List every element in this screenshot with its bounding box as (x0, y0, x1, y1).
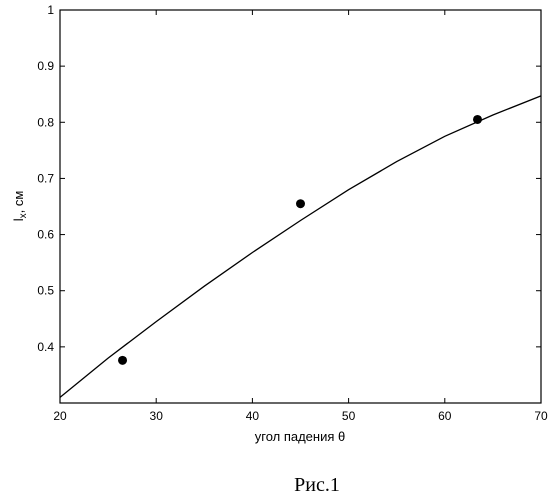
x-tick-label: 40 (246, 409, 260, 423)
y-tick-label: 0.6 (37, 228, 54, 242)
y-axis-label-unit: , см (11, 191, 26, 214)
x-tick-label: 50 (342, 409, 356, 423)
fit-curve (60, 96, 541, 398)
x-tick-label: 70 (534, 409, 548, 423)
data-point (473, 115, 482, 124)
y-tick-label: 0.4 (37, 340, 54, 354)
x-tick-label: 60 (438, 409, 452, 423)
y-axis-ticks: 0.4 0.5 0.6 0.7 0.8 0.9 1 (37, 3, 541, 354)
x-tick-label: 30 (150, 409, 164, 423)
y-tick-label: 0.8 (37, 115, 54, 129)
figure-caption: Рис.1 (294, 474, 340, 496)
data-point (118, 356, 127, 365)
y-tick-label: 1 (47, 3, 54, 17)
series-layer (60, 96, 541, 398)
x-axis-ticks: 20 30 40 50 60 70 (53, 10, 548, 423)
x-axis-label: угол падения θ (255, 429, 346, 444)
y-tick-label: 0.7 (37, 171, 54, 185)
y-tick-label: 0.5 (37, 284, 54, 298)
data-point (296, 199, 305, 208)
y-axis-label: lx, см (11, 191, 29, 222)
y-tick-label: 0.9 (37, 59, 54, 73)
x-tick-label: 20 (53, 409, 67, 423)
